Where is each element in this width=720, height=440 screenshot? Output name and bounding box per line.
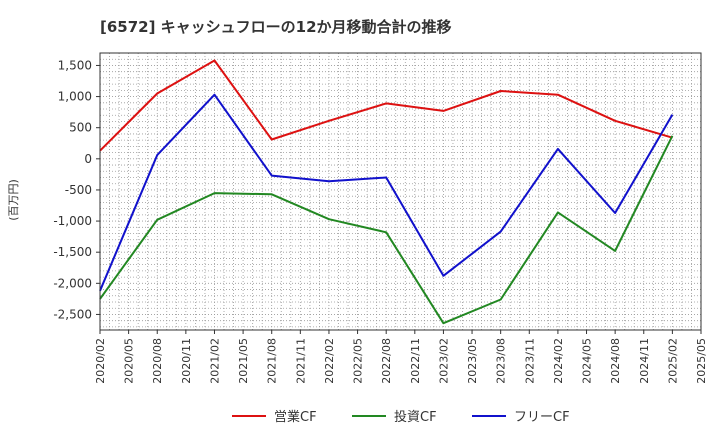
chart-title: [6572] キャッシュフローの12か月移動合計の推移 — [100, 18, 452, 36]
x-tick-label: 2024/05 — [581, 338, 594, 384]
x-tick-label: 2024/02 — [552, 338, 565, 384]
legend-label-2: 投資CF — [394, 409, 437, 425]
x-tick-label: 2022/05 — [352, 338, 365, 384]
series-line-3 — [99, 93, 674, 292]
x-tick-label: 2023/11 — [523, 338, 536, 384]
y-tick-label: -1,000 — [53, 214, 92, 228]
x-tick-label: 2020/02 — [94, 338, 107, 384]
x-tick-label: 2023/08 — [495, 338, 508, 384]
x-tick-label: 2025/02 — [666, 338, 679, 384]
x-tick-label: 2021/08 — [266, 338, 279, 384]
series-line-2 — [99, 135, 674, 325]
y-tick-label: 1,000 — [58, 90, 92, 104]
y-tick-label: 1,500 — [58, 58, 92, 72]
x-tick-label: 2025/05 — [695, 338, 708, 384]
y-tick-label: 500 — [69, 121, 92, 135]
plot-border — [99, 52, 702, 331]
x-tick-label: 2022/08 — [380, 338, 393, 384]
x-tick-label: 2020/11 — [180, 338, 193, 384]
x-tick-label: 2021/02 — [208, 338, 221, 384]
y-tick-label: -500 — [65, 183, 92, 197]
x-tick-label: 2020/08 — [151, 338, 164, 384]
x-tick-label: 2020/05 — [123, 338, 136, 384]
legend: 営業CF 投資CF フリーCF — [232, 409, 570, 425]
y-tick-label: -1,500 — [53, 245, 92, 259]
y-tick-label: -2,500 — [53, 307, 92, 321]
legend-label-1: 営業CF — [274, 409, 317, 425]
y-tick-label: -2,000 — [53, 276, 92, 290]
x-tick-label: 2023/05 — [466, 338, 479, 384]
x-tick-label: 2024/11 — [638, 338, 651, 384]
x-tick-label: 2022/02 — [323, 338, 336, 384]
series-line-1 — [99, 59, 673, 152]
x-tick-label: 2023/02 — [437, 338, 450, 384]
x-tick-label: 2024/08 — [609, 338, 622, 384]
legend-label-3: フリーCF — [514, 410, 570, 425]
x-tick-label: 2021/05 — [237, 338, 250, 384]
x-tick-label: 2021/11 — [294, 338, 307, 384]
y-tick-label: 0 — [84, 152, 92, 166]
y-axis-label: (百万円) — [7, 179, 20, 221]
x-tick-label: 2022/11 — [409, 338, 422, 384]
plot-area — [100, 53, 701, 330]
